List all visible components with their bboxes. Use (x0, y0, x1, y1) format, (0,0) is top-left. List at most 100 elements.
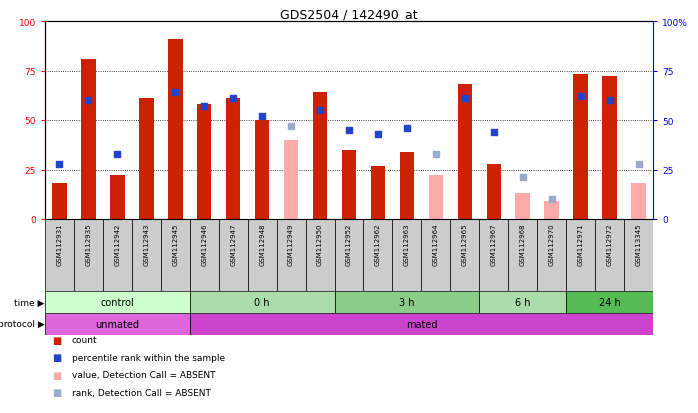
Bar (334, 219, 364, 291)
Text: rank, Detection Call = ABSENT: rank, Detection Call = ABSENT (71, 388, 210, 397)
Point (430, 151, 441, 158)
Bar (139, 99, 154, 219)
Text: GSM113345: GSM113345 (635, 223, 641, 266)
Bar (342, 150, 356, 219)
Text: GSM112962: GSM112962 (375, 223, 381, 266)
Text: GSM112935: GSM112935 (85, 223, 91, 266)
Text: GSM112965: GSM112965 (462, 223, 468, 266)
Bar (255, 121, 269, 219)
Bar (544, 202, 559, 219)
Bar (190, 291, 334, 313)
Text: percentile rank within the sample: percentile rank within the sample (71, 353, 225, 362)
Text: GSM112967: GSM112967 (491, 223, 497, 266)
Bar (624, 219, 653, 291)
Text: GSM112968: GSM112968 (520, 223, 526, 266)
Text: ■: ■ (52, 370, 61, 380)
Text: mated: mated (406, 319, 437, 329)
Bar (103, 219, 132, 291)
Point (517, 175, 528, 181)
Point (228, 96, 239, 102)
Text: GSM112972: GSM112972 (607, 223, 613, 266)
Text: GSM112948: GSM112948 (259, 223, 265, 266)
Text: 24 h: 24 h (599, 297, 621, 307)
Text: protocol ▶: protocol ▶ (0, 320, 45, 329)
Text: count: count (71, 336, 97, 345)
Bar (595, 219, 624, 291)
Text: GSM112964: GSM112964 (433, 223, 439, 266)
Text: GSM112931: GSM112931 (57, 223, 63, 266)
Bar (168, 40, 182, 219)
Text: GSM112952: GSM112952 (346, 223, 352, 265)
Text: time ▶: time ▶ (14, 298, 45, 307)
Text: ■: ■ (52, 353, 61, 363)
Bar (573, 75, 588, 219)
Bar (45, 219, 74, 291)
Point (315, 107, 326, 114)
Text: GSM112970: GSM112970 (549, 223, 555, 266)
Text: GSM112943: GSM112943 (143, 223, 149, 266)
Bar (110, 176, 125, 219)
Point (112, 151, 123, 158)
Text: GSM112950: GSM112950 (317, 223, 323, 266)
Bar (480, 219, 508, 291)
Bar (276, 219, 306, 291)
Text: GDS2504 / 142490_at: GDS2504 / 142490_at (280, 8, 418, 21)
Bar (631, 184, 646, 219)
Bar (45, 313, 190, 335)
Bar (334, 291, 480, 313)
Bar (313, 93, 327, 219)
Bar (458, 85, 472, 219)
Point (170, 90, 181, 96)
Text: 3 h: 3 h (399, 297, 415, 307)
Bar (45, 291, 190, 313)
Bar (508, 219, 537, 291)
Bar (400, 152, 414, 219)
Bar (429, 176, 443, 219)
Bar (248, 219, 276, 291)
Bar (132, 219, 161, 291)
Point (633, 161, 644, 167)
Bar (74, 219, 103, 291)
Text: GSM112949: GSM112949 (288, 223, 294, 266)
Bar (52, 184, 67, 219)
Bar (306, 219, 334, 291)
Text: unmated: unmated (96, 319, 140, 329)
Text: GSM112946: GSM112946 (201, 223, 207, 266)
Text: GSM112947: GSM112947 (230, 223, 236, 266)
Point (546, 197, 557, 203)
Bar (190, 219, 218, 291)
Point (575, 94, 586, 100)
Point (459, 96, 470, 102)
Point (83, 97, 94, 104)
Text: value, Detection Call = ABSENT: value, Detection Call = ABSENT (71, 370, 215, 380)
Point (54, 161, 65, 167)
Text: 6 h: 6 h (515, 297, 530, 307)
Text: GSM112942: GSM112942 (114, 223, 120, 265)
Bar (197, 105, 211, 219)
Text: 0 h: 0 h (254, 297, 270, 307)
Bar (218, 219, 248, 291)
Bar (364, 219, 392, 291)
Bar (392, 219, 422, 291)
Bar (480, 291, 566, 313)
Point (372, 131, 383, 138)
Bar (537, 219, 566, 291)
Text: ■: ■ (52, 335, 61, 345)
Point (257, 114, 268, 120)
Bar (226, 99, 240, 219)
Bar (566, 291, 653, 313)
Bar (566, 219, 595, 291)
Point (401, 125, 413, 132)
Text: GSM112971: GSM112971 (578, 223, 584, 266)
Text: ■: ■ (52, 387, 61, 397)
Bar (602, 77, 617, 219)
Bar (450, 219, 480, 291)
Point (488, 129, 499, 136)
Text: GSM112963: GSM112963 (404, 223, 410, 266)
Bar (284, 140, 298, 219)
Bar (487, 164, 501, 219)
Point (285, 123, 297, 130)
Bar (161, 219, 190, 291)
Bar (422, 219, 450, 291)
Bar (81, 59, 96, 219)
